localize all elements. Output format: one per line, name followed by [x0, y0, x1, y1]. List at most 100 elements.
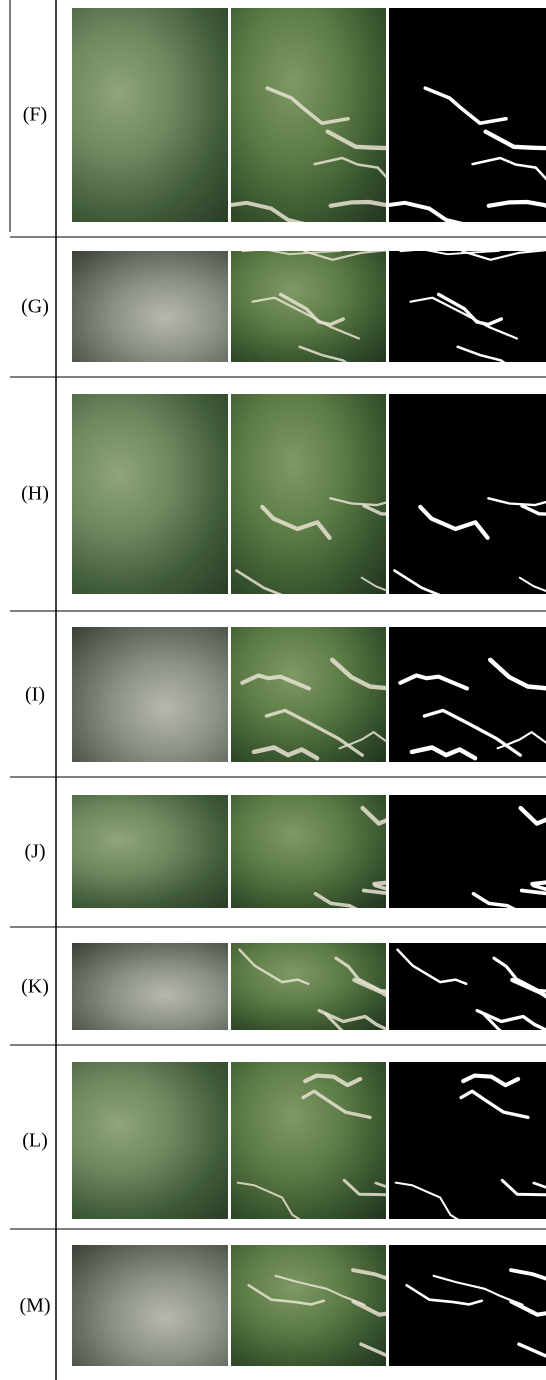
after-image	[231, 251, 386, 362]
landslide-streak	[473, 158, 546, 183]
landslide-streak	[242, 251, 341, 254]
landslide-streak	[266, 710, 362, 755]
before-image	[72, 627, 228, 762]
landslide-streak	[262, 507, 329, 538]
mask-image	[389, 8, 546, 222]
landslide-streak	[488, 498, 546, 505]
landslide-streak	[425, 88, 506, 123]
landslide-streak	[336, 958, 386, 991]
landslide-streak	[362, 578, 386, 594]
landslide-streak	[398, 950, 467, 984]
landslide-streak	[486, 132, 546, 149]
landslide-streak	[519, 1344, 546, 1366]
landslide-streak	[305, 1076, 360, 1086]
row-label: (J)	[14, 840, 56, 863]
landslide-streak	[522, 891, 546, 909]
landslide-streak	[511, 1302, 546, 1319]
before-image	[72, 943, 228, 1030]
after-image	[231, 1245, 386, 1366]
streaks	[389, 8, 546, 222]
row-label: (F)	[14, 104, 56, 127]
landslide-streak	[238, 1183, 307, 1219]
streaks	[231, 394, 386, 594]
landslide-streak	[353, 1302, 386, 1319]
landslide-streak	[400, 251, 499, 254]
landslide-streak	[520, 578, 546, 594]
landslide-streak	[340, 732, 386, 748]
landslide-streak	[396, 1183, 465, 1219]
landslide-streak	[231, 203, 313, 222]
mask-image	[389, 251, 546, 362]
after-image	[231, 627, 386, 762]
landslide-streak	[328, 132, 386, 149]
landslide-streak	[395, 571, 494, 594]
landslide-streak	[521, 808, 546, 827]
landslide-streak	[281, 294, 344, 324]
landslide-streak	[489, 202, 546, 211]
landslide-streak	[300, 347, 385, 362]
landslide-streak	[249, 1285, 324, 1304]
streaks	[389, 1062, 546, 1219]
landslide-streak	[400, 675, 467, 688]
landslide-streak	[319, 1011, 386, 1030]
landslide-streak	[407, 1285, 482, 1304]
landslide-streak	[533, 886, 546, 909]
before-image	[72, 394, 228, 594]
landslide-streak	[267, 88, 348, 123]
streaks	[389, 394, 546, 594]
landslide-streak	[331, 202, 386, 211]
mask-image	[389, 943, 546, 1030]
landslide-streak	[424, 710, 520, 755]
landslide-streak	[375, 886, 386, 909]
landslide-streak	[474, 894, 537, 908]
before-image	[72, 1245, 228, 1366]
streaks	[389, 795, 546, 908]
landslide-streak	[511, 1270, 546, 1290]
mask-image	[389, 1062, 546, 1219]
streaks	[231, 1062, 386, 1219]
streaks	[389, 1245, 546, 1366]
landslide-streak	[463, 1076, 518, 1086]
landslide-streak	[303, 1091, 370, 1117]
landslide-streak	[315, 158, 386, 183]
figure: (F)(G)(H)(I)(J)(K)(L)(M)	[0, 0, 546, 1380]
row-label: (K)	[14, 975, 56, 998]
mask-image	[389, 394, 546, 594]
landslide-streak	[364, 891, 386, 909]
streaks	[231, 627, 386, 762]
after-image	[231, 8, 386, 222]
after-image	[231, 1062, 386, 1219]
mask-image	[389, 795, 546, 908]
mask-image	[389, 627, 546, 762]
landslide-streak	[242, 675, 309, 688]
after-image	[231, 795, 386, 908]
row-label: (G)	[14, 295, 56, 318]
streaks	[231, 795, 386, 908]
streaks	[231, 251, 386, 362]
landslide-streak	[363, 808, 386, 827]
landslide-streak	[316, 894, 379, 908]
landslide-streak	[420, 507, 487, 538]
before-image	[72, 795, 228, 908]
streaks	[389, 943, 546, 1030]
landslide-streak	[458, 347, 543, 362]
landslide-streak	[439, 294, 502, 324]
landslide-streak	[353, 1270, 386, 1290]
landslide-streak	[361, 1344, 386, 1366]
row-label: (H)	[14, 483, 56, 506]
landslide-streak	[237, 571, 336, 594]
row-label: (I)	[14, 683, 56, 706]
landslide-streak	[477, 1011, 546, 1030]
streaks	[231, 943, 386, 1030]
landslide-streak	[490, 660, 546, 689]
streaks	[231, 8, 386, 222]
landslide-streak	[364, 506, 386, 518]
landslide-streak	[494, 958, 546, 991]
landslide-streak	[254, 748, 317, 759]
landslide-streak	[240, 950, 309, 984]
streaks	[389, 251, 546, 362]
streaks	[389, 627, 546, 762]
landslide-streak	[412, 748, 475, 759]
row-label: (M)	[14, 1294, 56, 1317]
streaks	[231, 1245, 386, 1366]
